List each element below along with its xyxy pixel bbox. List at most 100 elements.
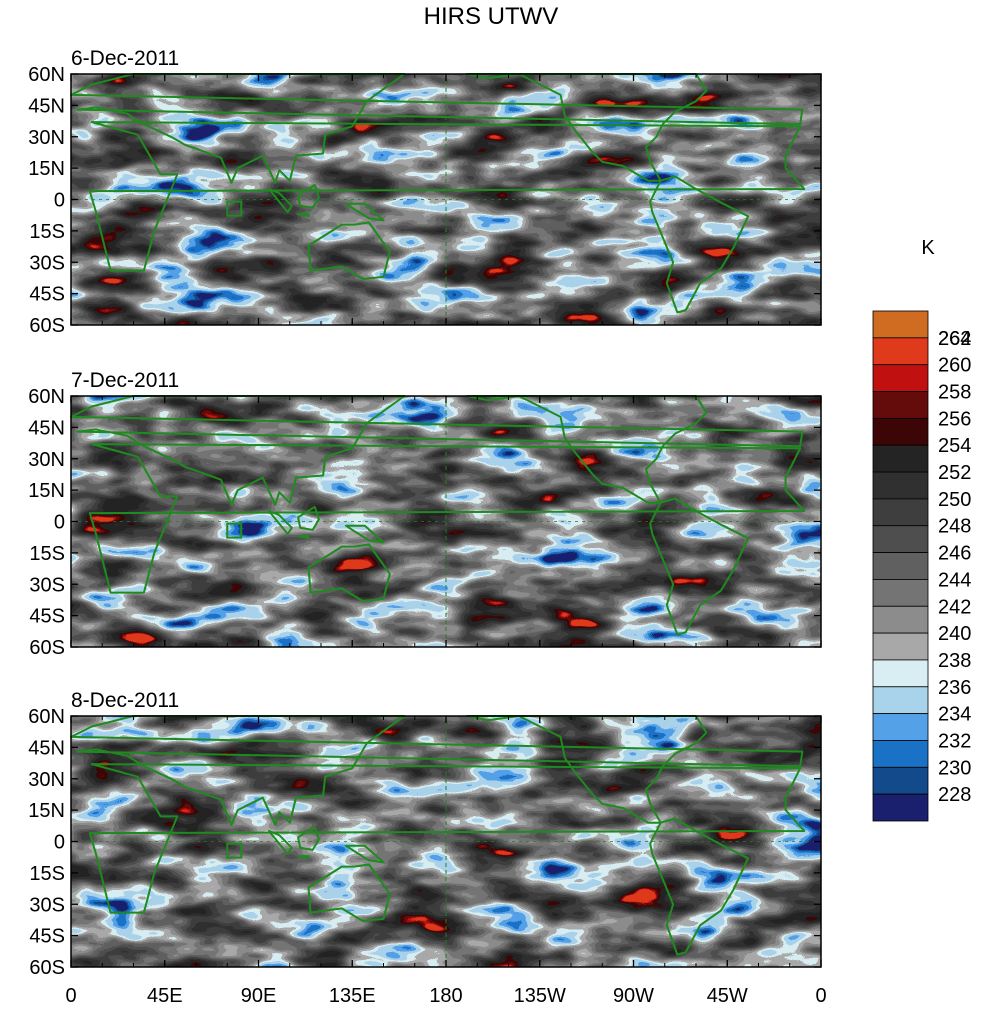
panel-date-label: 6-Dec-2011 [71, 47, 179, 70]
coastline [465, 715, 708, 824]
colorbar-tick-label: 230 [938, 757, 971, 779]
colorbar-swatch [872, 659, 929, 688]
colorbar-swatch [872, 632, 929, 661]
y-tick-label: 0 [54, 512, 65, 534]
colorbar-tick-label: 234 [938, 704, 971, 726]
colorbar-tick-label: 262 [938, 328, 971, 350]
colorbar-swatch [872, 713, 929, 741]
y-tick-label: 45N [28, 417, 65, 439]
x-tick-label: 135E [329, 985, 376, 1007]
x-tick-label: 45E [147, 985, 183, 1007]
coastline [297, 535, 310, 540]
x-tick-label: 45W [707, 985, 748, 1007]
coastline [297, 183, 320, 209]
y-tick-label: 30N [28, 127, 65, 149]
coastline [267, 830, 293, 855]
coastline [297, 505, 320, 531]
coastline [307, 543, 391, 602]
coastline [345, 524, 385, 544]
colorbar-swatch [872, 552, 929, 580]
x-tick-label: 0 [815, 985, 826, 1007]
colorbar-tick-label: 240 [938, 623, 971, 645]
colorbar-swatch [872, 471, 929, 500]
x-tick-label: 90W [613, 985, 654, 1007]
colorbar-swatch [872, 498, 929, 527]
y-tick-label: 60S [29, 637, 65, 659]
colorbar-swatch [872, 337, 929, 366]
coastline [649, 175, 750, 314]
colorbar-swatch [872, 310, 929, 339]
coastline [465, 395, 708, 504]
coastline [307, 221, 391, 280]
y-tick-label: 15N [28, 480, 65, 502]
y-tick-label: 15S [29, 543, 65, 565]
colorbar-tick-label: 246 [938, 543, 971, 565]
y-tick-label: 30S [29, 574, 65, 596]
colorbar-swatch [872, 364, 929, 392]
colorbar-swatch [872, 417, 929, 446]
coastline [649, 817, 750, 956]
colorbar-tick-label: 254 [938, 435, 971, 457]
coastline [88, 121, 806, 272]
region-box [226, 522, 243, 539]
coastline [297, 825, 320, 851]
coastline [267, 510, 293, 535]
y-tick-label: 15S [29, 221, 65, 243]
colorbar-tick-label: 260 [938, 355, 971, 377]
chart-title: HIRS UTWV [424, 3, 559, 30]
x-tick-label: 135W [514, 985, 566, 1007]
colorbar-tick-label: 256 [938, 408, 971, 430]
y-tick-label: 30N [28, 449, 65, 471]
y-tick-label: 60S [29, 957, 65, 979]
y-tick-label: 60N [28, 64, 65, 86]
colorbar: K 228 230 232 234 236 238 240 242 244 246 248 250 25… [872, 237, 971, 822]
coastline [345, 202, 385, 222]
y-tick-label: 60N [28, 706, 65, 728]
colorbar-tick-label: 250 [938, 489, 971, 511]
colorbar-tick-label: 244 [938, 569, 971, 591]
coastline [267, 188, 293, 214]
colorbar-swatch [872, 605, 929, 634]
colorbar-swatch [872, 525, 929, 553]
colorbar-swatch [872, 740, 929, 768]
colorbar-units-label: K [921, 237, 935, 259]
coastline [307, 863, 391, 922]
colorbar-swatch [872, 391, 929, 419]
map-panels: 60N 45N 30N 15N 0 15S 30S 45S 60S 6-Dec-2011 60N 45… [28, 47, 826, 1007]
y-tick-label: 30N [28, 769, 65, 791]
coastline [297, 855, 310, 860]
colorbar-tick-label: 252 [938, 462, 971, 484]
y-tick-label: 15N [28, 158, 65, 180]
y-tick-label: 45S [29, 606, 65, 628]
y-tick-label: 0 [54, 832, 65, 854]
colorbar-tick-label: 242 [938, 596, 971, 618]
coastline [88, 763, 806, 914]
colorbar-swatch [872, 579, 929, 607]
colorbar-tick-label: 258 [938, 382, 971, 404]
map-panel: 60N 45N 30N 15N 0 15S 30S 45S 60S 7-Dec-2011 [28, 369, 822, 659]
coastline [297, 213, 310, 218]
y-tick-label: 60S [29, 315, 65, 337]
map-panel: 60N 45N 30N 15N 0 15S 30S 45S 60S 6-Dec-2011 [28, 47, 822, 337]
coastline [88, 443, 806, 594]
colorbar-swatch [872, 766, 929, 795]
colorbar-tick-label: 232 [938, 730, 971, 752]
colorbar-tick-label: 236 [938, 677, 971, 699]
panel-date-label: 8-Dec-2011 [71, 689, 179, 712]
colorbar-swatch [872, 793, 929, 822]
colorbar-swatch [872, 686, 929, 715]
y-tick-label: 45S [29, 284, 65, 306]
coastline [465, 73, 708, 182]
colorbar-tick-label: 248 [938, 516, 971, 538]
y-tick-label: 15S [29, 863, 65, 885]
colorbar-swatch [872, 444, 929, 473]
y-tick-label: 30S [29, 252, 65, 274]
y-tick-label: 15N [28, 800, 65, 822]
y-tick-label: 60N [28, 386, 65, 408]
colorbar-tick-label: 228 [938, 784, 971, 806]
coastline [649, 497, 750, 636]
y-tick-label: 45N [28, 737, 65, 759]
region-box [226, 200, 243, 217]
y-tick-label: 0 [54, 190, 65, 212]
